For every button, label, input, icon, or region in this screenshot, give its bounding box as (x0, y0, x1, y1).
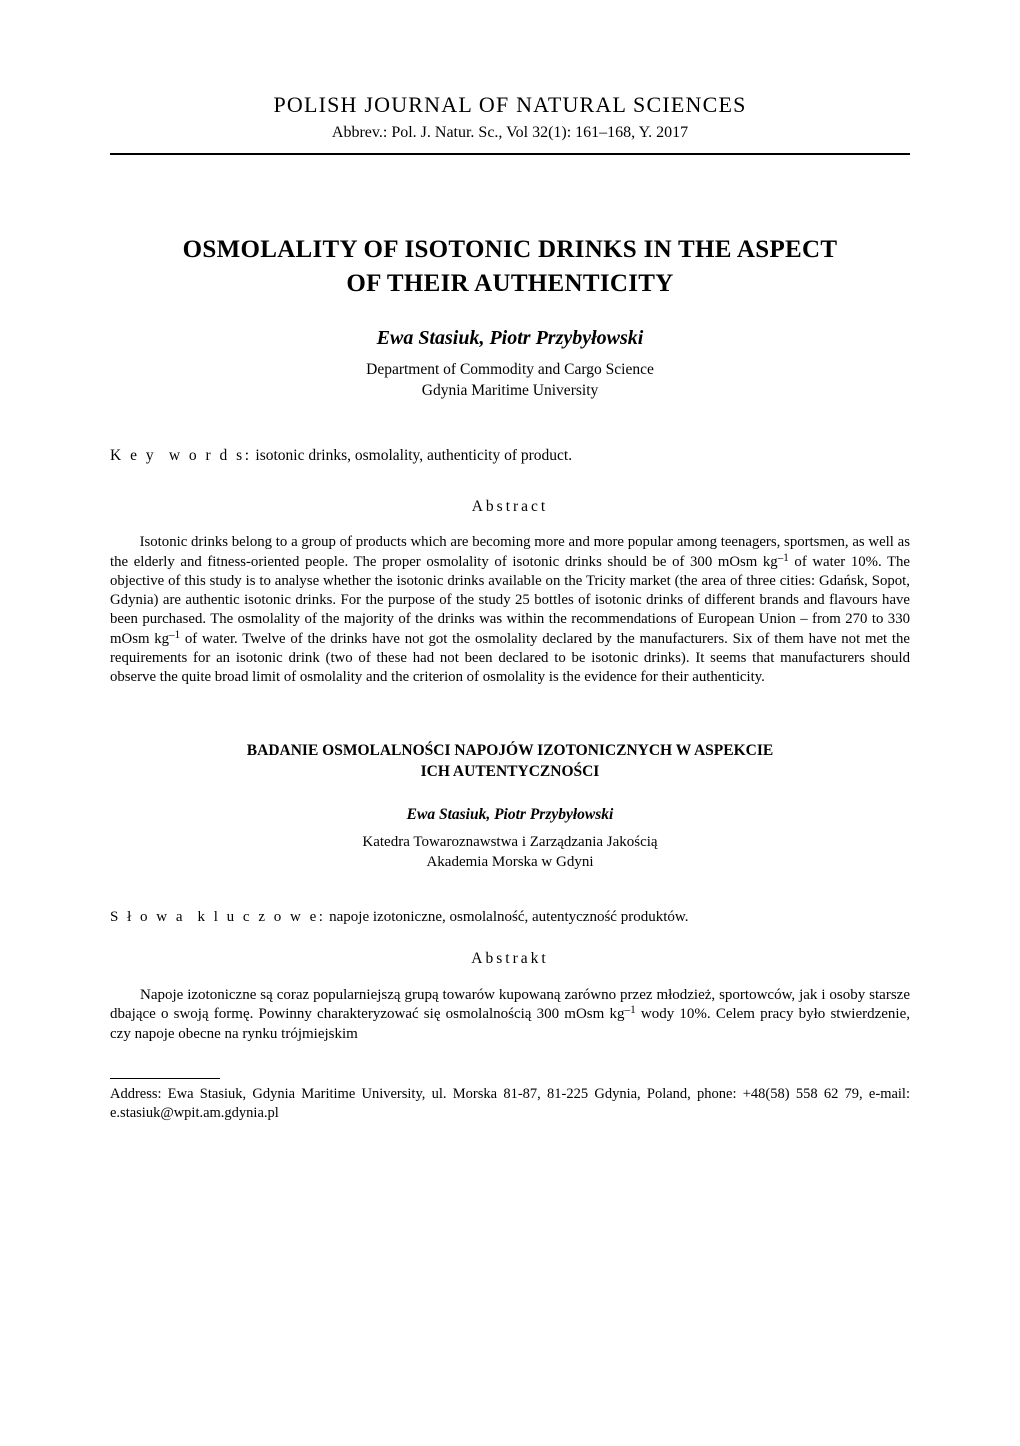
title-line-1: OSMOLALITY OF ISOTONIC DRINKS IN THE ASP… (183, 236, 838, 263)
footnote: Address: Ewa Stasiuk, Gdynia Maritime Un… (110, 1085, 910, 1123)
article-title: OSMOLALITY OF ISOTONIC DRINKS IN THE ASP… (110, 233, 910, 301)
polish-title-line-1: BADANIE OSMOLALNOŚCI NAPOJÓW IZOTONICZNY… (247, 742, 773, 759)
affiliation-line-1: Department of Commodity and Cargo Scienc… (366, 361, 654, 378)
superscript-2: –1 (169, 629, 180, 641)
polish-authors: Ewa Stasiuk, Piotr Przybyłowski (110, 805, 910, 826)
keywords-pl: S ł o w a k l u c z o w e: napoje izoton… (110, 907, 910, 927)
journal-header: POLISH JOURNAL OF NATURAL SCIENCES Abbre… (110, 90, 910, 143)
polish-superscript: –1 (624, 1004, 635, 1016)
affiliation-line-2: Gdynia Maritime University (422, 382, 599, 399)
polish-title-line-2: ICH AUTENTYCZNOŚCI (421, 763, 600, 780)
keywords-en: K e y w o r d s: isotonic drinks, osmola… (110, 446, 910, 467)
keywords-label: K e y w o r d s: (110, 447, 252, 464)
polish-keywords-text: napoje izotoniczne, osmolalność, autenty… (325, 909, 688, 925)
keywords-text: isotonic drinks, osmolality, authenticit… (252, 447, 573, 464)
authors: Ewa Stasiuk, Piotr Przybyłowski (110, 325, 910, 352)
abstract-body-en: Isotonic drinks belong to a group of pro… (110, 533, 910, 687)
polish-title: BADANIE OSMOLALNOŚCI NAPOJÓW IZOTONICZNY… (110, 741, 910, 783)
affiliation: Department of Commodity and Cargo Scienc… (110, 360, 910, 402)
abstract-post: of water. Twelve of the drinks have not … (110, 631, 910, 685)
polish-affiliation: Katedra Towaroznawstwa i Zarządzania Jak… (110, 832, 910, 873)
polish-keywords-label: S ł o w a k l u c z o w e: (110, 909, 325, 925)
polish-affiliation-line-1: Katedra Towaroznawstwa i Zarządzania Jak… (362, 834, 657, 850)
superscript-1: –1 (778, 552, 789, 564)
journal-name: POLISH JOURNAL OF NATURAL SCIENCES (110, 90, 910, 120)
title-line-2: OF THEIR AUTHENTICITY (346, 270, 673, 297)
abstract-label-en: Abstract (110, 497, 910, 518)
journal-abbrev: Abbrev.: Pol. J. Natur. Sc., Vol 32(1): … (110, 122, 910, 144)
footnote-rule (110, 1078, 220, 1079)
header-rule (110, 153, 910, 155)
polish-affiliation-line-2: Akademia Morska w Gdyni (426, 854, 593, 870)
abstract-body-pl: Napoje izotoniczne są coraz popularniejs… (110, 986, 910, 1045)
abstract-label-pl: Abstrakt (110, 949, 910, 970)
